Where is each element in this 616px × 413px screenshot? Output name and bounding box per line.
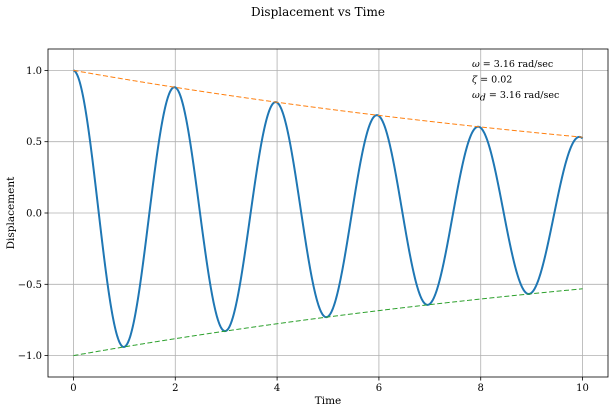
x-tick-label: 2: [172, 383, 178, 394]
annotation-symbol: ω: [472, 59, 480, 70]
upper-envelope-line: [73, 69, 583, 138]
y-tick-label: −1.0: [18, 351, 42, 362]
x-tick-label: 10: [576, 383, 589, 394]
x-tick-label: 0: [70, 383, 76, 394]
chart-title: Displacement vs Time: [251, 5, 385, 19]
annotation-value: = 3.16 rad/sec: [480, 59, 553, 70]
x-axis-label: Time: [315, 395, 342, 407]
parameter-annotation: ζ = 0.02: [472, 75, 512, 86]
y-tick-label: 1.0: [26, 66, 42, 77]
x-tick-label: 6: [376, 383, 382, 394]
y-tick-label: 0.5: [26, 137, 42, 148]
lower-envelope-line: [73, 288, 583, 357]
annotation-subscript: d: [480, 93, 486, 104]
y-tick-label: −0.5: [18, 280, 42, 291]
parameter-annotation: ωd = 3.16 rad/sec: [472, 90, 559, 104]
y-axis-label: Displacement: [5, 176, 17, 250]
x-tick-label: 4: [274, 383, 280, 394]
annotation-value: = 0.02: [477, 75, 512, 86]
y-tick-label: 0.0: [26, 209, 42, 220]
annotation-symbol: ω: [472, 90, 480, 101]
parameter-annotation: ω = 3.16 rad/sec: [472, 59, 553, 70]
x-tick-label: 8: [478, 383, 484, 394]
annotation-value: = 3.16 rad/sec: [486, 90, 559, 101]
annotation-symbol: ζ: [472, 75, 478, 86]
